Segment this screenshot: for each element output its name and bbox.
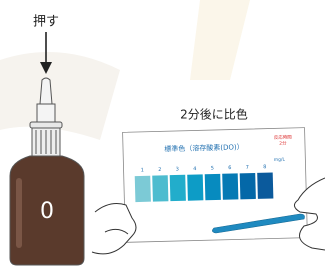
color-swatch [135,176,151,202]
swatch-label: 2 [158,167,161,173]
swatch-label: 8 [263,164,266,170]
page: {"push_label": "押す", "bottle_label": "0"… [0,0,325,270]
swatch-label: 5 [211,166,214,172]
instruction: 2分後に比色 [180,108,248,122]
color-swatch [240,173,256,199]
swatch-label: 7 [246,165,249,171]
bottle-label: 0 [40,199,54,224]
color-swatch [222,173,238,199]
card-unit: mg/L [274,157,286,163]
color-swatch [152,175,168,201]
color-swatch [170,175,186,201]
color-swatch [257,172,273,198]
watermark [190,0,250,80]
swatch-label: 4 [193,166,196,172]
push-label: 押す [33,15,59,30]
swatch-label: 1 [141,167,144,173]
illustration: 押す 0 2分後に比色 標準色（溶存酸素(DO)） 反応時間 2分 mg/L 1… [0,0,325,270]
color-swatch [205,174,221,200]
swatch-label: 6 [228,165,231,171]
color-swatch [187,174,203,200]
swatch-label: 3 [176,166,179,172]
